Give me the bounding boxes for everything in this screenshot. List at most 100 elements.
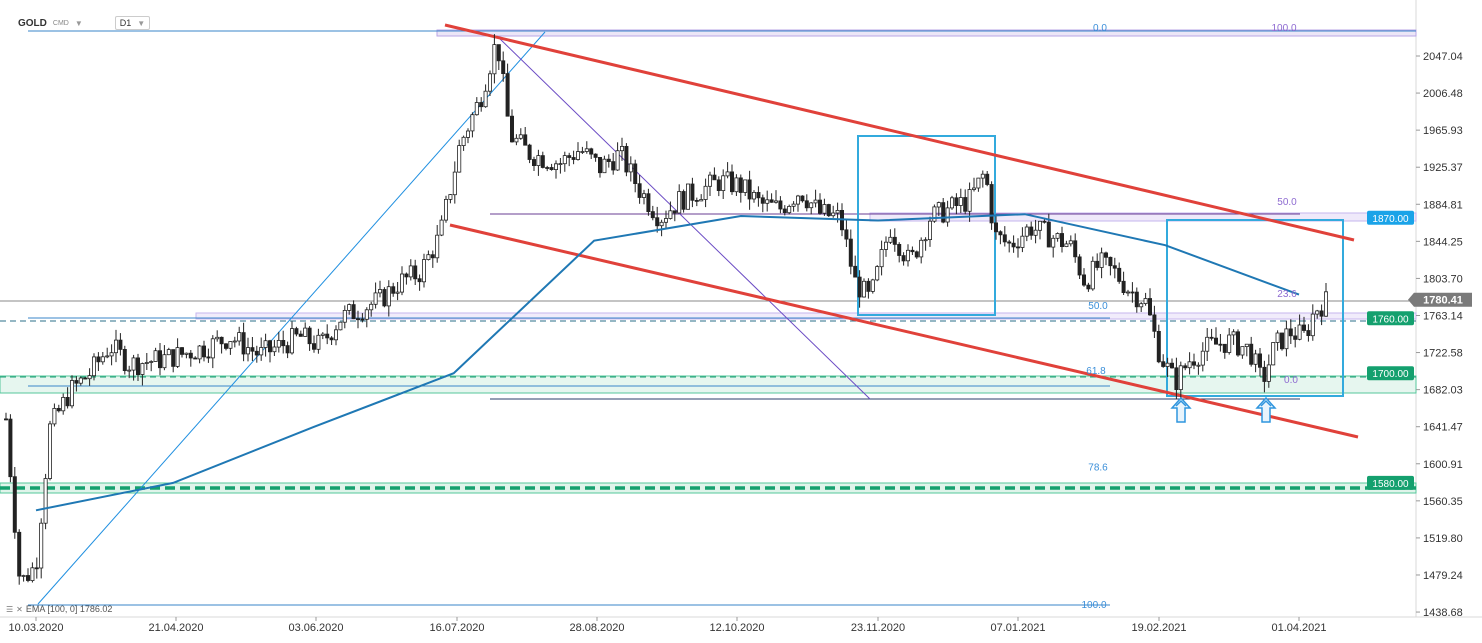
candle-body <box>1011 242 1016 248</box>
candle-body <box>712 174 717 181</box>
candle-body <box>1187 361 1192 369</box>
candle-body <box>844 229 849 240</box>
candle-body <box>694 199 699 202</box>
candle-body <box>782 208 787 213</box>
plot-area[interactable]: 0.0 50.0 61.8 78.6 100.0 100.0 50.0 23.6 0.0 <box>0 0 1482 618</box>
x-tick-label: 01.04.2021 <box>1271 622 1326 634</box>
candle-body <box>928 220 933 240</box>
candle-body <box>514 137 519 143</box>
candle-body <box>1042 220 1047 223</box>
candle-body <box>730 171 735 193</box>
y-tick-label: 1479.24 <box>1423 570 1463 582</box>
x-tick-label: 19.02.2021 <box>1131 622 1186 634</box>
symbol-dropdown-icon[interactable]: ▼ <box>74 18 83 28</box>
candle-body <box>21 575 26 577</box>
candle-body <box>1266 364 1271 382</box>
candle-body <box>206 356 211 359</box>
candle-body <box>950 197 955 209</box>
y-axis[interactable]: 2047.04 2006.48 1965.93 1925.37 1884.81 1844.… <box>1416 51 1463 619</box>
candle-body <box>373 292 378 305</box>
fib-label: 100.0 <box>1081 600 1106 611</box>
y-tick-label: 1519.80 <box>1423 533 1463 545</box>
menu-icon[interactable]: ☰ <box>6 604 14 614</box>
candle-body <box>267 340 272 353</box>
candle-body <box>967 189 972 212</box>
x-axis[interactable]: 10.03.2020 21.04.2020 03.06.2020 16.07.2020… <box>8 617 1327 634</box>
candle-body <box>404 273 409 278</box>
candle-body <box>48 423 53 479</box>
candle-body <box>135 357 140 375</box>
candle-body <box>972 187 977 190</box>
y-tick-label: 1844.25 <box>1423 236 1463 248</box>
candle-body <box>963 197 968 212</box>
candle-body <box>408 265 413 278</box>
up-arrow-1 <box>1170 396 1192 423</box>
x-tick-label: 10.03.2020 <box>8 622 63 634</box>
candle-body <box>421 259 426 283</box>
symbol-label[interactable]: GOLD <box>18 17 47 29</box>
candle-body <box>307 327 312 345</box>
candle-body <box>78 377 83 384</box>
candle-body <box>1324 291 1329 317</box>
candle-body <box>518 134 523 139</box>
candle-body <box>492 44 497 75</box>
candle-body <box>193 357 198 360</box>
candle-body <box>223 343 228 349</box>
candle-body <box>1126 291 1131 294</box>
candle-body <box>796 195 801 205</box>
candle-body <box>598 156 603 174</box>
candle-body <box>188 352 193 359</box>
candle-body <box>109 352 114 357</box>
candle-body <box>87 375 92 380</box>
candle-body <box>157 350 162 369</box>
candle-body <box>1288 328 1293 337</box>
price-tag-label: 1700.00 <box>1372 369 1409 380</box>
candle-body <box>12 476 17 533</box>
candle-body <box>1134 291 1139 308</box>
candle-body <box>699 199 704 202</box>
candle-body <box>435 234 440 259</box>
timeframe-select[interactable]: D1 ▼ <box>114 16 151 30</box>
candle-body <box>826 204 831 217</box>
y-tick-label: 1438.68 <box>1423 607 1463 619</box>
close-icon[interactable]: ✕ <box>16 604 23 614</box>
candle-body <box>743 179 748 193</box>
candle-body <box>70 380 75 407</box>
candle-body <box>465 130 470 138</box>
candle-body <box>910 249 915 253</box>
candle-body <box>298 333 303 337</box>
x-tick-label: 03.06.2020 <box>288 622 343 634</box>
candle-body <box>118 339 123 350</box>
candle-body <box>1148 298 1153 316</box>
candle-body <box>430 254 435 259</box>
indicator-legend[interactable]: ☰ ✕ EMA [100, 0] 1786.02 <box>6 604 112 614</box>
y-tick-label: 2047.04 <box>1423 51 1463 63</box>
candle-body <box>342 309 347 323</box>
candle-body <box>61 396 66 412</box>
candle-body <box>479 102 484 108</box>
candle-body <box>377 289 382 294</box>
y-tick-label: 1722.58 <box>1423 348 1463 360</box>
candle-body <box>1174 367 1179 390</box>
candle-body <box>153 350 158 362</box>
candle-body <box>100 356 105 363</box>
candle-body <box>245 347 250 355</box>
y-tick-label: 2006.48 <box>1423 88 1463 100</box>
candle-body <box>351 304 356 320</box>
candle-body <box>1205 336 1210 352</box>
candle-body <box>672 210 677 214</box>
candle-body <box>835 209 840 214</box>
candle-body <box>496 44 501 62</box>
candle-body <box>210 338 215 359</box>
candle-body <box>994 222 999 233</box>
candle-body <box>659 221 664 227</box>
candle-body <box>804 200 809 209</box>
candle-body <box>1038 220 1043 231</box>
candle-body <box>228 341 233 349</box>
candle-body <box>545 167 550 169</box>
fib-label: 23.6 <box>1277 289 1297 300</box>
chevron-down-icon: ▼ <box>137 18 146 28</box>
candle-body <box>320 333 325 336</box>
candle-body <box>175 347 180 367</box>
